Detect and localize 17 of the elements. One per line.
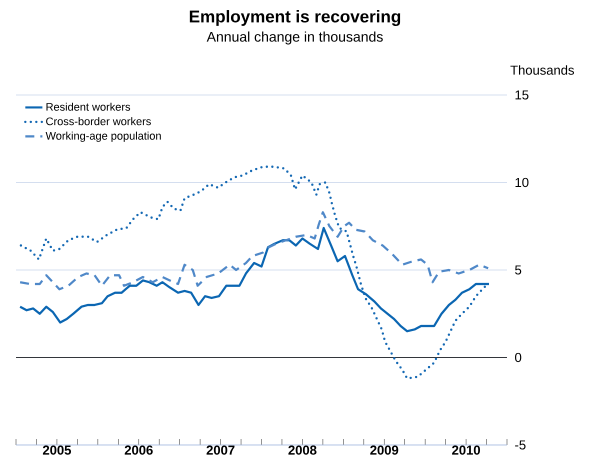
x-tick-label: 2009: [370, 446, 398, 455]
y-tick-label: -5: [515, 440, 526, 450]
legend-label: Cross-border workers: [46, 117, 151, 126]
x-tick-label: 2005: [42, 446, 72, 455]
chart-subtitle: Annual change in thousands: [206, 31, 383, 45]
y-tick-label: 5: [515, 265, 522, 275]
y-axis-title: Thousands: [510, 65, 574, 75]
x-tick-label: 2007: [206, 446, 234, 455]
chart-title: Employment is recovering: [190, 10, 400, 26]
x-tick-label: 2008: [288, 446, 316, 455]
y-tick-label: 0: [515, 352, 522, 362]
x-tick-label: 2006: [124, 446, 153, 455]
y-tick-label: 15: [516, 90, 528, 100]
x-tick-label: 2010: [452, 446, 480, 455]
legend-label: Working-age population: [46, 132, 161, 142]
legend-label: Resident workers: [46, 102, 130, 111]
y-tick-label: 10: [516, 178, 528, 188]
